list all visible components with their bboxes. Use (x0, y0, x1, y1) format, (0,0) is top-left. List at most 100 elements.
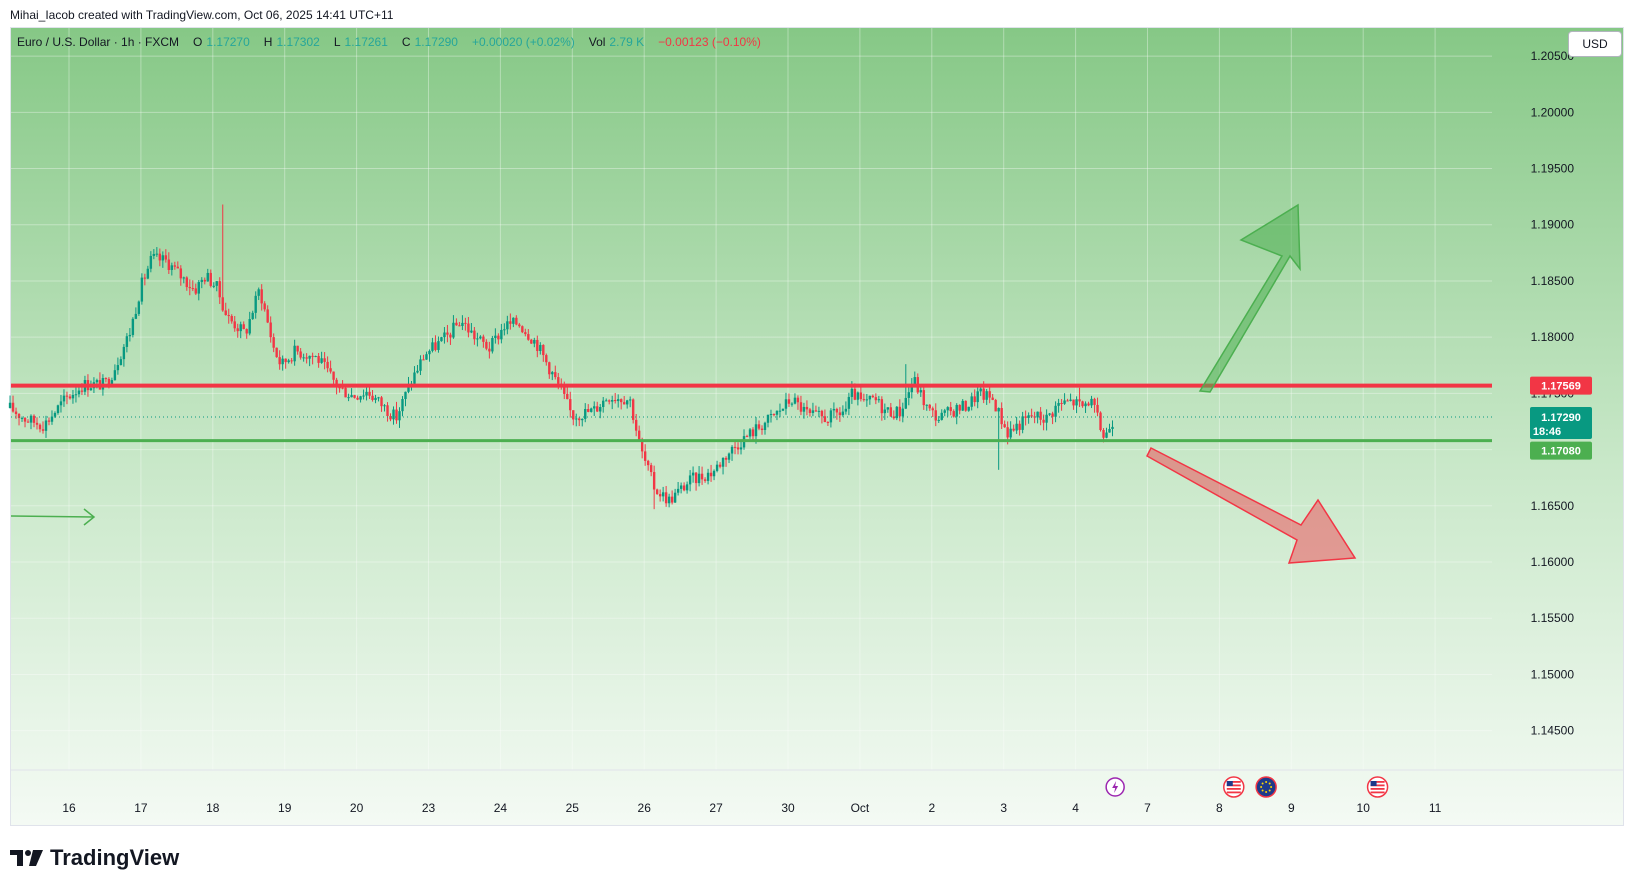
x-tick-label: Oct (851, 801, 870, 815)
candle-body (266, 309, 269, 323)
tradingview-brand[interactable]: TradingView (10, 845, 179, 871)
candle-body (622, 402, 626, 405)
candle-body (1048, 413, 1051, 415)
candle-body (814, 410, 818, 412)
candle-body (1096, 404, 1099, 413)
candle-body (913, 377, 916, 386)
candle-body (910, 385, 913, 393)
candle-body (1027, 415, 1030, 418)
candle-body (137, 301, 141, 314)
candle-body (230, 315, 233, 322)
candle-body (892, 416, 896, 419)
candle-body (23, 417, 27, 422)
candle-body (395, 409, 398, 421)
candle-body (446, 332, 449, 335)
candle-body (736, 447, 740, 450)
time-axis[interactable]: 16 17 18 19 20 23 24 25 26 27 30 Oct 2 3 4 7 8 9 10 11 (11, 769, 1623, 815)
candle-body (616, 399, 620, 402)
candle-body (661, 492, 665, 497)
candle-body (398, 411, 401, 421)
candle-body (551, 372, 554, 375)
candle-body (961, 400, 964, 411)
y-tick-label: 1.19500 (1531, 162, 1575, 176)
horizontal-lines-layer (11, 383, 1492, 443)
us-flag-ring (1223, 776, 1245, 798)
candle-body (1051, 413, 1054, 417)
legend-high-label: H (263, 35, 273, 49)
currency-button[interactable]: USD (1568, 31, 1622, 57)
candle-body (452, 322, 455, 338)
candle-body (979, 388, 982, 392)
candle-body (461, 322, 464, 326)
legend-volume-value: 2.79 K (609, 35, 645, 49)
candle-body (80, 390, 84, 392)
candle-body (380, 397, 383, 407)
candle-body (194, 288, 197, 294)
x-tick-label: 20 (350, 801, 364, 815)
us-flag-stripe (1226, 781, 1241, 783)
candle-body (122, 346, 126, 360)
candle-body (614, 400, 617, 402)
eu-flag-star (1265, 791, 1268, 793)
candle-body (371, 395, 374, 400)
candle-body (697, 473, 701, 484)
candle-body (419, 359, 422, 371)
candle-body (850, 388, 854, 397)
candle-body (164, 255, 168, 260)
x-tick-label: 17 (134, 801, 148, 815)
candle-body (1069, 399, 1072, 401)
legend-close-label: C (401, 35, 411, 49)
candle-body (964, 400, 967, 411)
candle-body (619, 399, 623, 403)
us-flag-stripe (1370, 781, 1385, 783)
candle-body (967, 406, 970, 411)
candle-body (482, 336, 485, 342)
legend-close-value: 1.17290 (414, 35, 458, 49)
legend-symbol[interactable]: Euro / U.S. Dollar · 1h · FXCM (17, 35, 180, 49)
candle-body (901, 408, 905, 417)
chart-frame (10, 27, 1624, 826)
candle-body (955, 404, 958, 417)
current-price-tag-label: 1.17290 (1541, 412, 1581, 424)
candle-body (242, 324, 245, 330)
candle-body (554, 372, 557, 378)
candle-body (323, 358, 326, 362)
candle-body (188, 287, 191, 289)
candle-body (263, 303, 266, 310)
legend-open-value: 1.17270 (206, 35, 250, 49)
x-tick-label: 4 (1072, 801, 1079, 815)
candle-body (907, 392, 910, 398)
candle-body (889, 407, 893, 417)
candle-body (107, 378, 111, 385)
candle-body (856, 392, 860, 400)
candle-body (464, 322, 467, 324)
candle-body (251, 312, 254, 320)
candle-body (772, 414, 776, 416)
candle-body (374, 397, 377, 400)
candle-body (563, 386, 566, 394)
candle-body (113, 370, 117, 381)
candle-body (976, 391, 979, 403)
candle-body (56, 405, 60, 413)
support-tag-bg (1530, 441, 1592, 460)
candle-body (940, 412, 943, 420)
candle-body (491, 338, 494, 352)
candle-body (17, 414, 21, 419)
candle-body (922, 390, 925, 406)
candle-body (221, 297, 224, 311)
symbol-legend: Euro / U.S. Dollar · 1h · FXCM O 1.17270 … (17, 35, 761, 49)
candle-body (1078, 399, 1081, 402)
candle-body (191, 288, 194, 290)
flash-event-bolt (1112, 781, 1119, 793)
candle-body (646, 460, 650, 466)
candle-body (8, 402, 12, 408)
candle-body (838, 412, 842, 416)
candle-body (667, 496, 671, 504)
candle-body (386, 405, 389, 417)
candle-body (676, 488, 680, 493)
candle-body (715, 464, 719, 471)
candle-body (724, 457, 728, 460)
candle-body (428, 350, 431, 355)
candle-body (335, 379, 338, 388)
